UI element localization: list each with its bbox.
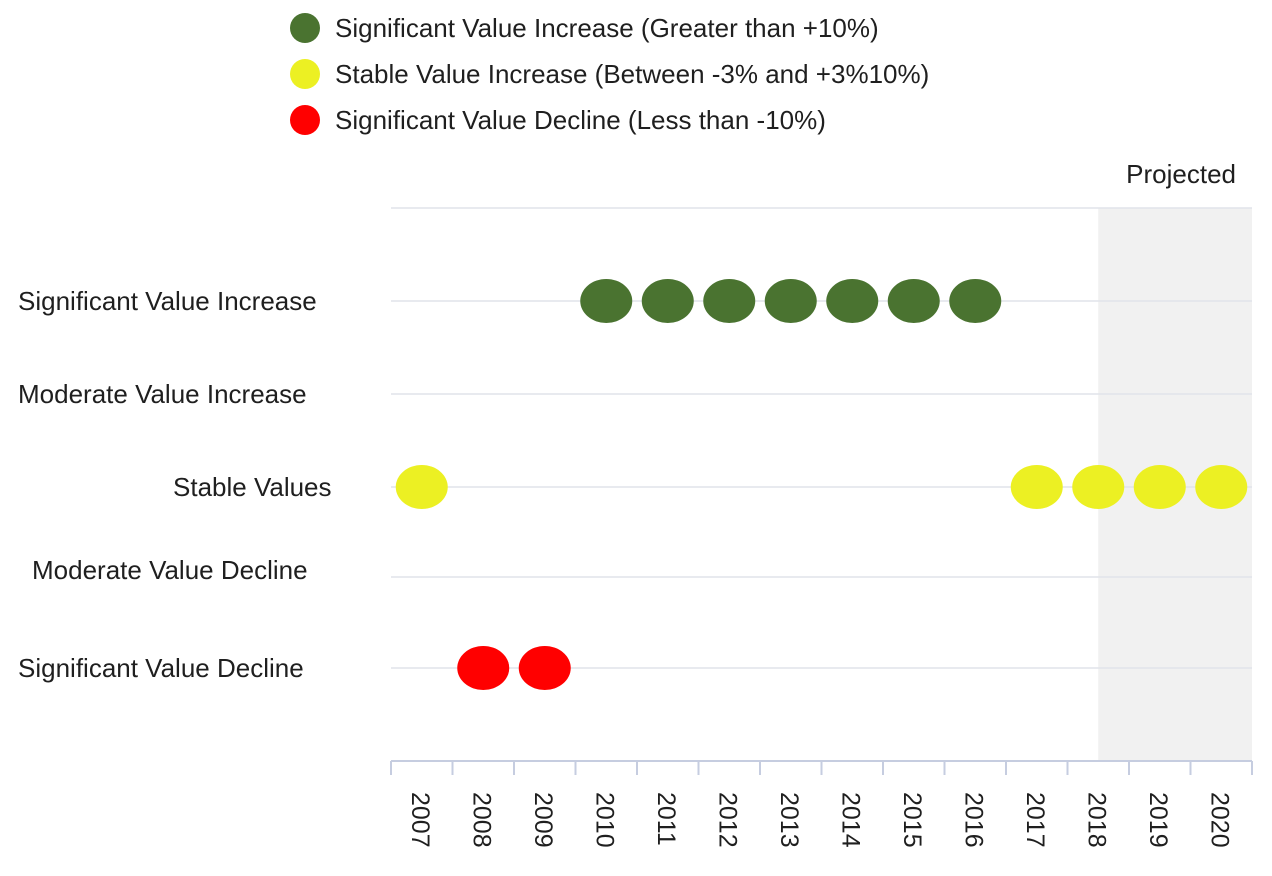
y-category-label: Moderate Value Increase (18, 379, 307, 409)
data-point (949, 279, 1002, 323)
data-point (641, 279, 694, 323)
legend-label: Stable Value Increase (Between -3% and +… (335, 59, 929, 89)
y-category-label: Significant Value Increase (18, 286, 317, 316)
x-tick-label: 2019 (1144, 792, 1172, 848)
x-tick-label: 2008 (467, 792, 495, 848)
data-point (457, 646, 510, 690)
legend-marker (290, 59, 320, 89)
data-point (1195, 465, 1248, 509)
data-point (580, 279, 633, 323)
y-category-label: Moderate Value Decline (32, 555, 308, 585)
data-point (1072, 465, 1125, 509)
x-tick-label: 2009 (529, 792, 557, 848)
data-point (826, 279, 879, 323)
x-tick-label: 2018 (1082, 792, 1110, 848)
data-point (1010, 465, 1063, 509)
x-tick-label: 2014 (836, 792, 864, 848)
data-point (518, 646, 571, 690)
data-point (1133, 465, 1186, 509)
x-tick-label: 2007 (406, 792, 434, 848)
data-point (703, 279, 756, 323)
y-category-label: Stable Values (173, 472, 332, 502)
legend-label: Significant Value Decline (Less than -10… (335, 105, 826, 135)
legend-label: Significant Value Increase (Greater than… (335, 13, 879, 43)
x-tick-label: 2020 (1205, 792, 1233, 848)
x-tick-label: 2013 (775, 792, 803, 848)
x-tick-label: 2010 (590, 792, 618, 848)
legend-marker (290, 13, 320, 43)
legend-marker (290, 105, 320, 135)
x-tick-label: 2015 (898, 792, 926, 848)
x-tick-label: 2011 (652, 792, 680, 846)
x-tick-label: 2016 (959, 792, 987, 848)
data-point (887, 279, 940, 323)
y-category-label: Significant Value Decline (18, 653, 304, 683)
data-point (764, 279, 817, 323)
x-tick-label: 2012 (713, 792, 741, 848)
x-tick-label: 2017 (1021, 792, 1049, 848)
data-point (395, 465, 448, 509)
projected-label: Projected (1126, 159, 1236, 189)
